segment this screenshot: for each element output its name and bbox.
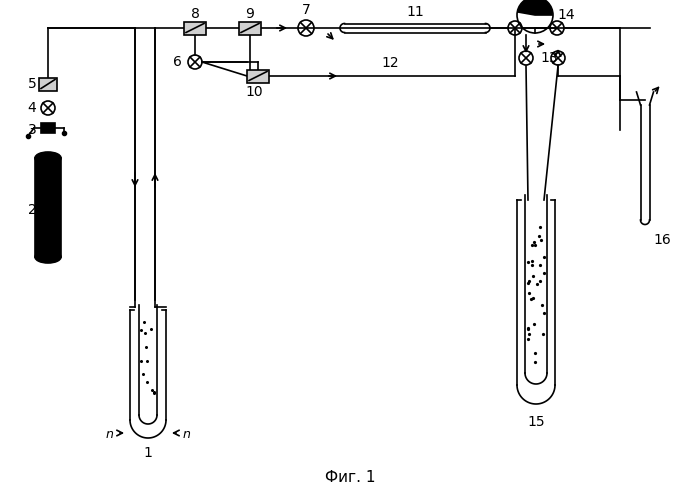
Text: 13: 13 [540, 51, 558, 65]
Text: 7: 7 [302, 3, 310, 17]
Text: 12: 12 [381, 56, 399, 70]
Text: 3: 3 [28, 123, 36, 137]
Bar [39, 78, 57, 91]
Text: Фиг. 1: Фиг. 1 [325, 471, 375, 486]
Text: 14: 14 [557, 8, 575, 22]
Text: 16: 16 [653, 233, 671, 247]
Ellipse shape [35, 152, 61, 164]
Text: 6: 6 [173, 55, 182, 69]
Text: 5: 5 [28, 77, 36, 91]
Text: 15: 15 [527, 415, 545, 429]
Text: 2: 2 [28, 203, 36, 217]
Bar [247, 69, 269, 83]
Text: $n$: $n$ [105, 429, 114, 442]
Bar [184, 21, 206, 35]
Text: 11: 11 [406, 5, 424, 19]
Text: 9: 9 [245, 7, 254, 21]
Text: 1: 1 [143, 446, 152, 460]
Bar [35, 158, 61, 257]
Text: 8: 8 [191, 7, 199, 21]
Ellipse shape [35, 251, 61, 263]
Bar [239, 21, 261, 35]
Text: $n$: $n$ [182, 429, 191, 442]
Bar [41, 123, 55, 133]
Wedge shape [518, 0, 552, 15]
Text: 4: 4 [28, 101, 36, 115]
Text: 10: 10 [245, 85, 263, 99]
